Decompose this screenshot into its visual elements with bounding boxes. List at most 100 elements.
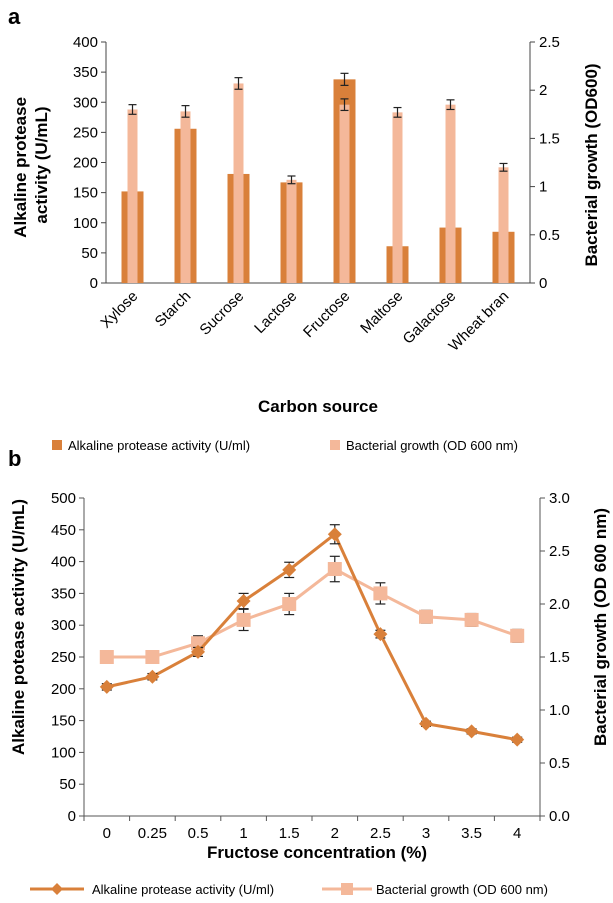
panel-a: a Alkaline protease activity (U/mL) Bact… <box>8 4 601 416</box>
panel-b-x-axis-label: Fructose concentration (%) <box>207 843 427 862</box>
panel-b-marker-growth <box>99 650 114 664</box>
panel-a-bar-growth <box>392 112 403 283</box>
panel-b-x-tick-label: 3 <box>422 825 430 842</box>
panel-b-label: b <box>8 446 21 471</box>
panel-b-x-tick-label: 4 <box>513 825 521 842</box>
panel-b-marker-protease <box>373 627 388 642</box>
panel-a-right-tick-label: 1.5 <box>539 130 560 147</box>
panel-b-left-tick-label: 50 <box>59 776 76 793</box>
panel-b-x-tick-label: 0 <box>103 825 111 842</box>
panel-b-right-tick-label: 0.5 <box>549 755 570 772</box>
panel-b-marker-protease <box>464 724 479 739</box>
panel-b-left-tick-label: 250 <box>51 649 76 666</box>
bottom-legend-marker-growth <box>341 883 353 895</box>
panel-a-right-tick-label: 2 <box>539 82 547 99</box>
panel-b-x-tick-label: 1 <box>239 825 247 842</box>
panel-b-x-tick-label: 2 <box>331 825 339 842</box>
panel-b-marker-protease <box>99 679 114 694</box>
panel-b-left-tick-label: 300 <box>51 617 76 634</box>
panel-a-category-label: Sucrose <box>196 288 247 339</box>
panel-b-marker-protease <box>419 716 433 731</box>
panel-a-right-tick-label: 0.5 <box>539 227 560 244</box>
panel-a-label: a <box>8 4 21 29</box>
panel-b-x-tick-label: 1.5 <box>279 825 300 842</box>
panel-b-right-tick-label: 0.0 <box>549 808 570 825</box>
panel-a-left-tick-label: 0 <box>90 275 98 292</box>
panel-b-left-tick-label: 200 <box>51 681 76 698</box>
panel-a-plot: 0 50 100 150 200 250 300 350 400 0 0.5 1 1.5 2 2.5 Xylo… <box>73 34 560 355</box>
panel-b-marker-growth <box>282 597 297 611</box>
panel-a-bar-growth <box>339 104 350 283</box>
panel-b-marker-protease <box>510 732 525 747</box>
panel-b-marker-growth <box>327 562 342 577</box>
panel-b-right-tick-label: 1.0 <box>549 702 570 719</box>
panel-b-left-axis-label: Alkaline potease activity (U/mL) <box>9 499 28 755</box>
panel-b-right-tick-label: 2.5 <box>549 543 570 560</box>
panel-a-left-tick-label: 400 <box>73 34 98 51</box>
panel-b-x-tick-label: 2.5 <box>370 825 391 842</box>
panel-b-marker-growth <box>145 650 160 664</box>
panel-a-bar-growth <box>445 104 456 283</box>
panel-a-left-tick-label: 300 <box>73 94 98 111</box>
panel-b-marker-growth <box>373 586 388 601</box>
panel-b-marker-protease <box>327 527 342 542</box>
panel-a-left-tick-label: 150 <box>73 185 98 202</box>
panel-b-x-tick-label: 3.5 <box>461 825 482 842</box>
panel-b: b Alkaline protease activity (U/ml) Bact… <box>8 438 610 897</box>
panel-b-bottom-legend: Alkaline protease activity (U/ml) Bacter… <box>30 882 548 897</box>
bottom-legend-label-growth: Bacterial growth (OD 600 nm) <box>376 882 548 897</box>
bottom-legend-label-protease: Alkaline protease activity (U/ml) <box>92 882 274 897</box>
panel-b-x-tick-label: 0.5 <box>188 825 209 842</box>
panel-b-left-tick-label: 100 <box>51 744 76 761</box>
panel-a-x-axis-label: Carbon source <box>258 397 378 416</box>
panel-a-bar-growth <box>233 83 244 284</box>
panel-b-left-tick-label: 500 <box>51 490 76 507</box>
panel-b-plot: 0 50 100 150 200 250 300 350 400 450 500 0.0 0.5 1.0 1… <box>51 490 570 842</box>
panel-a-right-axis-label: Bacterial growth (OD600) <box>582 63 601 266</box>
panel-b-left-tick-label: 450 <box>51 522 76 539</box>
panel-b-right-tick-label: 1.5 <box>549 649 570 666</box>
panel-a-bar-growth <box>180 111 191 284</box>
panel-a-bar-growth <box>286 179 297 283</box>
panel-b-marker-protease <box>236 594 251 609</box>
panel-b-marker-growth <box>419 609 433 624</box>
bottom-legend-marker-protease <box>51 883 63 895</box>
panel-b-top-legend: Alkaline protease activity (U/ml) Bacter… <box>52 438 518 453</box>
panel-a-left-tick-label: 100 <box>73 215 98 232</box>
panel-b-marker-protease <box>145 669 160 684</box>
panel-b-line-protease <box>106 531 518 742</box>
panel-b-marker-protease <box>282 562 297 577</box>
panel-b-x-tick-label: 0.25 <box>138 825 167 842</box>
panel-a-left-tick-label: 350 <box>73 64 98 81</box>
panel-a-right-tick-label: 1 <box>539 179 547 196</box>
panel-b-marker-protease <box>191 644 205 659</box>
panel-b-marker-growth <box>510 628 525 643</box>
panel-b-marker-growth <box>236 612 251 627</box>
top-legend-label-growth: Bacterial growth (OD 600 nm) <box>346 438 518 453</box>
panel-b-left-tick-label: 350 <box>51 585 76 602</box>
panel-a-category-label: Xylose <box>97 288 141 332</box>
panel-a-left-tick-label: 250 <box>73 124 98 141</box>
top-legend-label-protease: Alkaline protease activity (U/ml) <box>68 438 250 453</box>
panel-a-category-label: Fructose <box>300 288 353 341</box>
panel-a-left-tick-label: 50 <box>81 245 98 262</box>
panel-b-right-tick-label: 3.0 <box>549 490 570 507</box>
panel-b-right-axis-label: Bacterial growth (OD 600 nm) <box>591 508 610 746</box>
panel-b-left-tick-label: 150 <box>51 713 76 730</box>
panel-a-category-label: Lactose <box>251 288 300 337</box>
panel-b-right-tick-label: 2.0 <box>549 596 570 613</box>
panel-a-right-tick-label: 2.5 <box>539 34 560 51</box>
panel-a-left-tick-label: 200 <box>73 155 98 172</box>
panel-b-line-growth <box>106 567 518 659</box>
panel-a-bar-growth <box>127 109 138 283</box>
panel-a-bar-growth <box>498 167 509 283</box>
panel-b-left-tick-label: 0 <box>68 808 76 825</box>
panel-a-category-label: Maltose <box>357 288 406 337</box>
panel-a-category-label: Starch <box>152 288 195 331</box>
panel-a-left-axis-label: Alkaline protease activity (U/mL) <box>11 92 51 238</box>
top-legend-swatch-protease <box>52 440 62 450</box>
top-legend-swatch-growth <box>330 440 340 450</box>
panel-b-marker-growth <box>464 612 479 627</box>
panel-a-right-tick-label: 0 <box>539 275 547 292</box>
